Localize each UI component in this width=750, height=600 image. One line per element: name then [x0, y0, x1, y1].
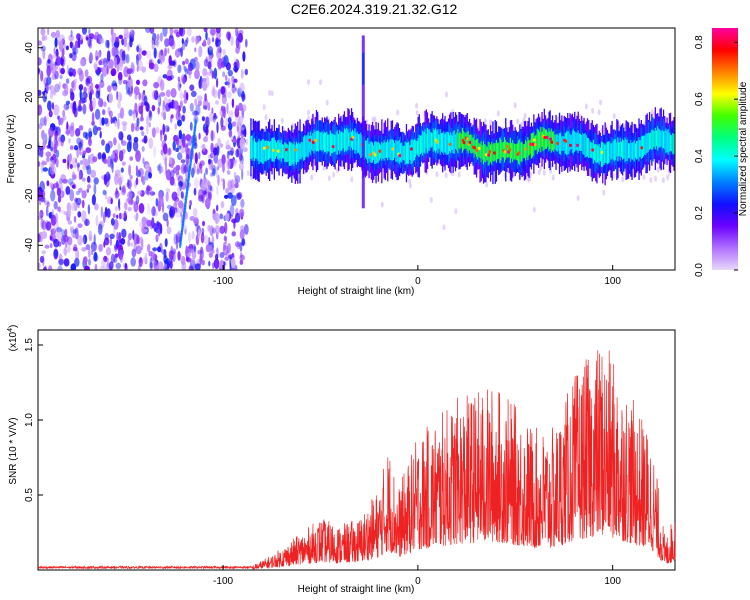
snr-multiplier-exp: 4 [7, 328, 14, 332]
colorbar-ticks: 0.0 0.2 0.4 0.6 0.8 [694, 35, 738, 277]
spectrogram-xtick-label: -100 [213, 276, 233, 287]
snr-ytick-label: 1.0 [24, 413, 35, 427]
colorbar: 0.0 0.2 0.4 0.6 0.8 Normalized spectral ampl… [694, 28, 749, 277]
colorbar-tick-label: 0.4 [694, 149, 705, 163]
spectrogram-axes: -100 0 100 -40 -20 0 20 40 [24, 42, 621, 287]
snr-ytick-label: 0.5 [24, 488, 35, 502]
spectrogram-frame [37, 27, 676, 271]
colorbar-tick-label: 0.8 [694, 35, 705, 49]
colorbar-tick-label: 0.6 [694, 92, 705, 106]
snr-multiplier-base: (x10 [8, 331, 19, 351]
snr-ylabel: SNR (10 * V/V) [8, 417, 19, 484]
snr-series-line [38, 350, 676, 570]
colorbar-label: Normalized spectral amplitude [738, 81, 749, 216]
snr-xlabel: Height of straight line (km) [298, 584, 415, 595]
spectrogram-xtick-label: 100 [604, 276, 621, 287]
colorbar-tick-label: 0.0 [694, 263, 705, 277]
colorbar-gradient [712, 28, 738, 270]
figure-title: C2E6.2024.319.21.32.G12 [291, 1, 458, 17]
snr-multiplier: (x104) [7, 325, 19, 352]
spectrogram-ytick-label: 40 [24, 42, 35, 54]
spectrogram-ylabel: Frequency (Hz) [6, 115, 17, 184]
snr-frame [37, 329, 676, 571]
snr-xtick-label: 0 [415, 576, 421, 587]
spectrogram-ytick-label: -20 [24, 188, 35, 203]
snr-multiplier-close: ) [8, 325, 19, 328]
snr-xtick-label: -100 [213, 576, 233, 587]
colorbar-tick-label: 0.2 [694, 206, 705, 220]
snr-axes: -100 0 100 0.5 1.0 1.5 [24, 338, 621, 587]
spectrogram-panel: -100 0 100 -40 -20 0 20 40 Height of straight l… [6, 27, 676, 297]
spectrogram-xlabel: Height of straight line (km) [298, 286, 415, 297]
spectrogram-ytick-label: 0 [24, 143, 35, 149]
snr-xtick-label: 100 [604, 576, 621, 587]
snr-ytick-label: 1.5 [24, 338, 35, 352]
spectrogram-ytick-label: 20 [24, 91, 35, 103]
spectrogram-heatmap [38, 28, 675, 270]
spectrogram-ytick-label: -40 [24, 238, 35, 253]
svg-text:(x104): (x104) [7, 325, 19, 352]
snr-panel: -100 0 100 0.5 1.0 1.5 Height of straight lin… [7, 325, 676, 595]
spectrogram-xtick-label: 0 [415, 276, 421, 287]
